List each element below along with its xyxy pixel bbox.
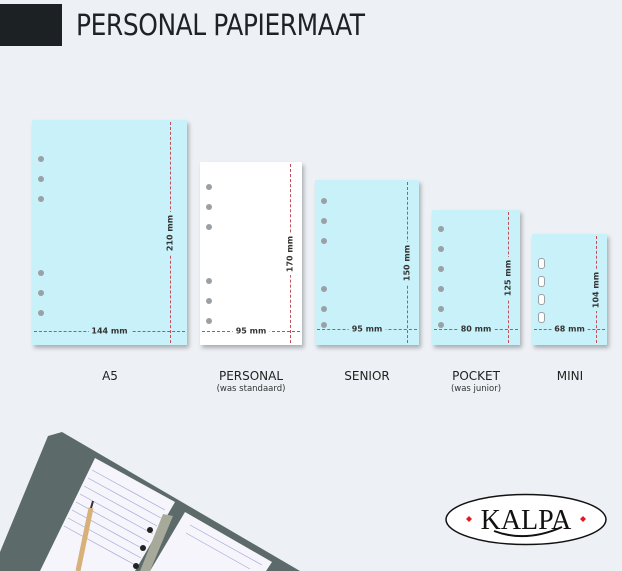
size-label: POCKET (was junior)	[416, 369, 536, 394]
header-block	[0, 4, 62, 46]
pencil	[75, 507, 94, 571]
punch-hole	[38, 176, 44, 182]
punch-hole	[321, 286, 327, 292]
kalpa-logo: KALPA	[445, 493, 607, 546]
width-label: 95 mm	[232, 326, 270, 336]
width-label: 144 mm	[88, 326, 131, 336]
width-label: 68 mm	[551, 324, 588, 334]
sheet-mini: 68 mm 104 mm	[532, 234, 607, 345]
punch-hole	[538, 258, 545, 269]
punch-hole	[38, 290, 44, 296]
page-title: PERSONAL PAPIERMAAT	[76, 8, 365, 42]
size-label: A5	[50, 369, 170, 383]
punch-hole	[321, 218, 327, 224]
punch-hole	[538, 294, 545, 305]
organizer-photo	[0, 432, 300, 571]
height-label: 125 mm	[503, 256, 513, 299]
size-subtitle: (was standaard)	[216, 384, 286, 394]
size-name: MINI	[556, 369, 584, 383]
size-label: SENIOR	[307, 369, 427, 383]
punch-hole	[38, 156, 44, 162]
height-label: 150 mm	[402, 241, 412, 284]
sheet-a5: 144 mm 210 mm	[32, 120, 187, 345]
punch-hole	[321, 238, 327, 244]
punch-hole	[538, 312, 545, 323]
organizer-left-page	[40, 458, 175, 571]
punch-hole	[206, 204, 212, 210]
punch-hole	[438, 246, 444, 252]
punch-hole	[321, 322, 327, 328]
size-name: PERSONAL	[218, 369, 284, 383]
punch-hole	[206, 278, 212, 284]
height-label: 104 mm	[591, 268, 601, 311]
punch-hole	[38, 196, 44, 202]
punch-hole	[438, 322, 444, 328]
punch-hole	[538, 276, 545, 287]
width-label: 95 mm	[348, 324, 386, 334]
punch-hole	[321, 198, 327, 204]
sheet-pocket: 80 mm 125 mm	[432, 210, 520, 345]
height-label: 170 mm	[285, 232, 295, 275]
size-name: SENIOR	[344, 369, 390, 383]
punch-hole	[438, 226, 444, 232]
punch-hole	[438, 266, 444, 272]
size-label: PERSONAL (was standaard)	[191, 369, 311, 394]
organizer-right-page	[150, 512, 272, 571]
punch-hole	[321, 306, 327, 312]
width-label: 80 mm	[457, 324, 495, 334]
punch-hole	[206, 184, 212, 190]
sheet-senior: 95 mm 150 mm	[315, 180, 419, 345]
sheet-personal: 95 mm 170 mm	[200, 162, 302, 345]
punch-hole	[206, 298, 212, 304]
size-subtitle: (was junior)	[450, 384, 502, 394]
punch-hole	[206, 318, 212, 324]
punch-hole	[206, 224, 212, 230]
size-label: MINI	[510, 369, 622, 383]
size-name: A5	[102, 369, 118, 383]
size-name: POCKET	[452, 369, 500, 383]
height-label: 210 mm	[165, 211, 175, 254]
punch-hole	[438, 286, 444, 292]
ring-mechanism	[140, 514, 173, 571]
punch-hole	[38, 310, 44, 316]
punch-hole	[438, 306, 444, 312]
punch-hole	[38, 270, 44, 276]
